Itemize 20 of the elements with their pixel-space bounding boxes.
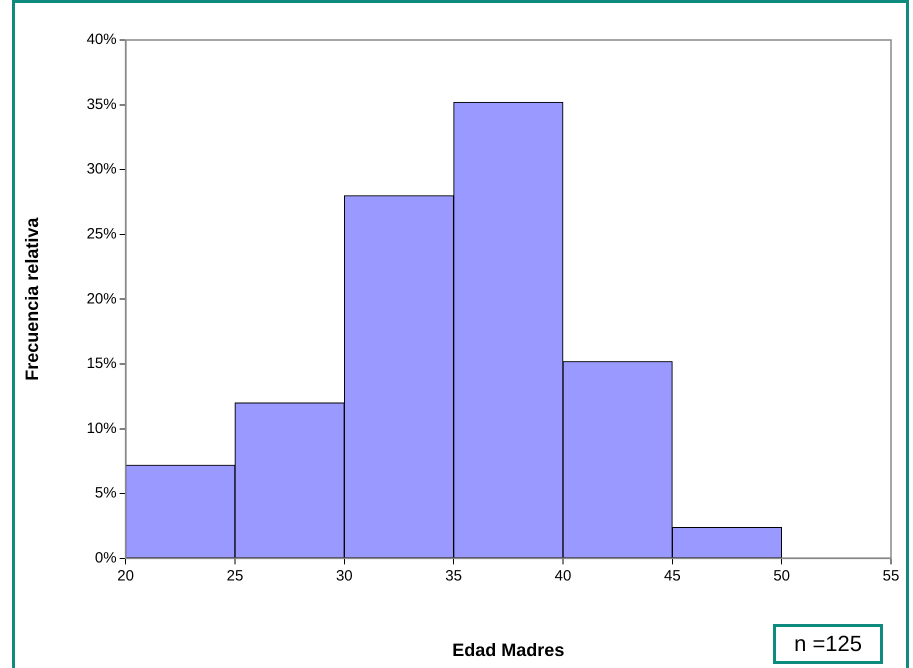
y-tick-label: 0%	[94, 550, 117, 567]
x-axis-title: Edad Madres	[452, 640, 564, 660]
y-tick-label: 20%	[86, 290, 117, 308]
y-tick-label: 15%	[86, 355, 117, 372]
y-tick-label: 5%	[94, 484, 117, 502]
y-tick-label: 40%	[86, 31, 117, 48]
x-tick-label: 20	[117, 568, 134, 585]
x-tick-label: 45	[664, 568, 681, 585]
x-tick-label: 35	[445, 568, 462, 585]
y-tick-label: 30%	[86, 160, 117, 178]
x-tick-label: 30	[336, 568, 353, 585]
text: n =125	[773, 624, 883, 664]
y-axis-title: Frecuencia relativa	[22, 216, 42, 381]
y-tick-label: 35%	[86, 96, 117, 113]
x-tick-label: 50	[773, 568, 790, 585]
x-tick-label: 55	[882, 568, 900, 585]
y-tick-label: 25%	[86, 226, 117, 243]
y-tick-label: 10%	[86, 420, 117, 437]
x-tick-label: 25	[226, 568, 244, 585]
x-tick-label: 40	[554, 568, 572, 585]
